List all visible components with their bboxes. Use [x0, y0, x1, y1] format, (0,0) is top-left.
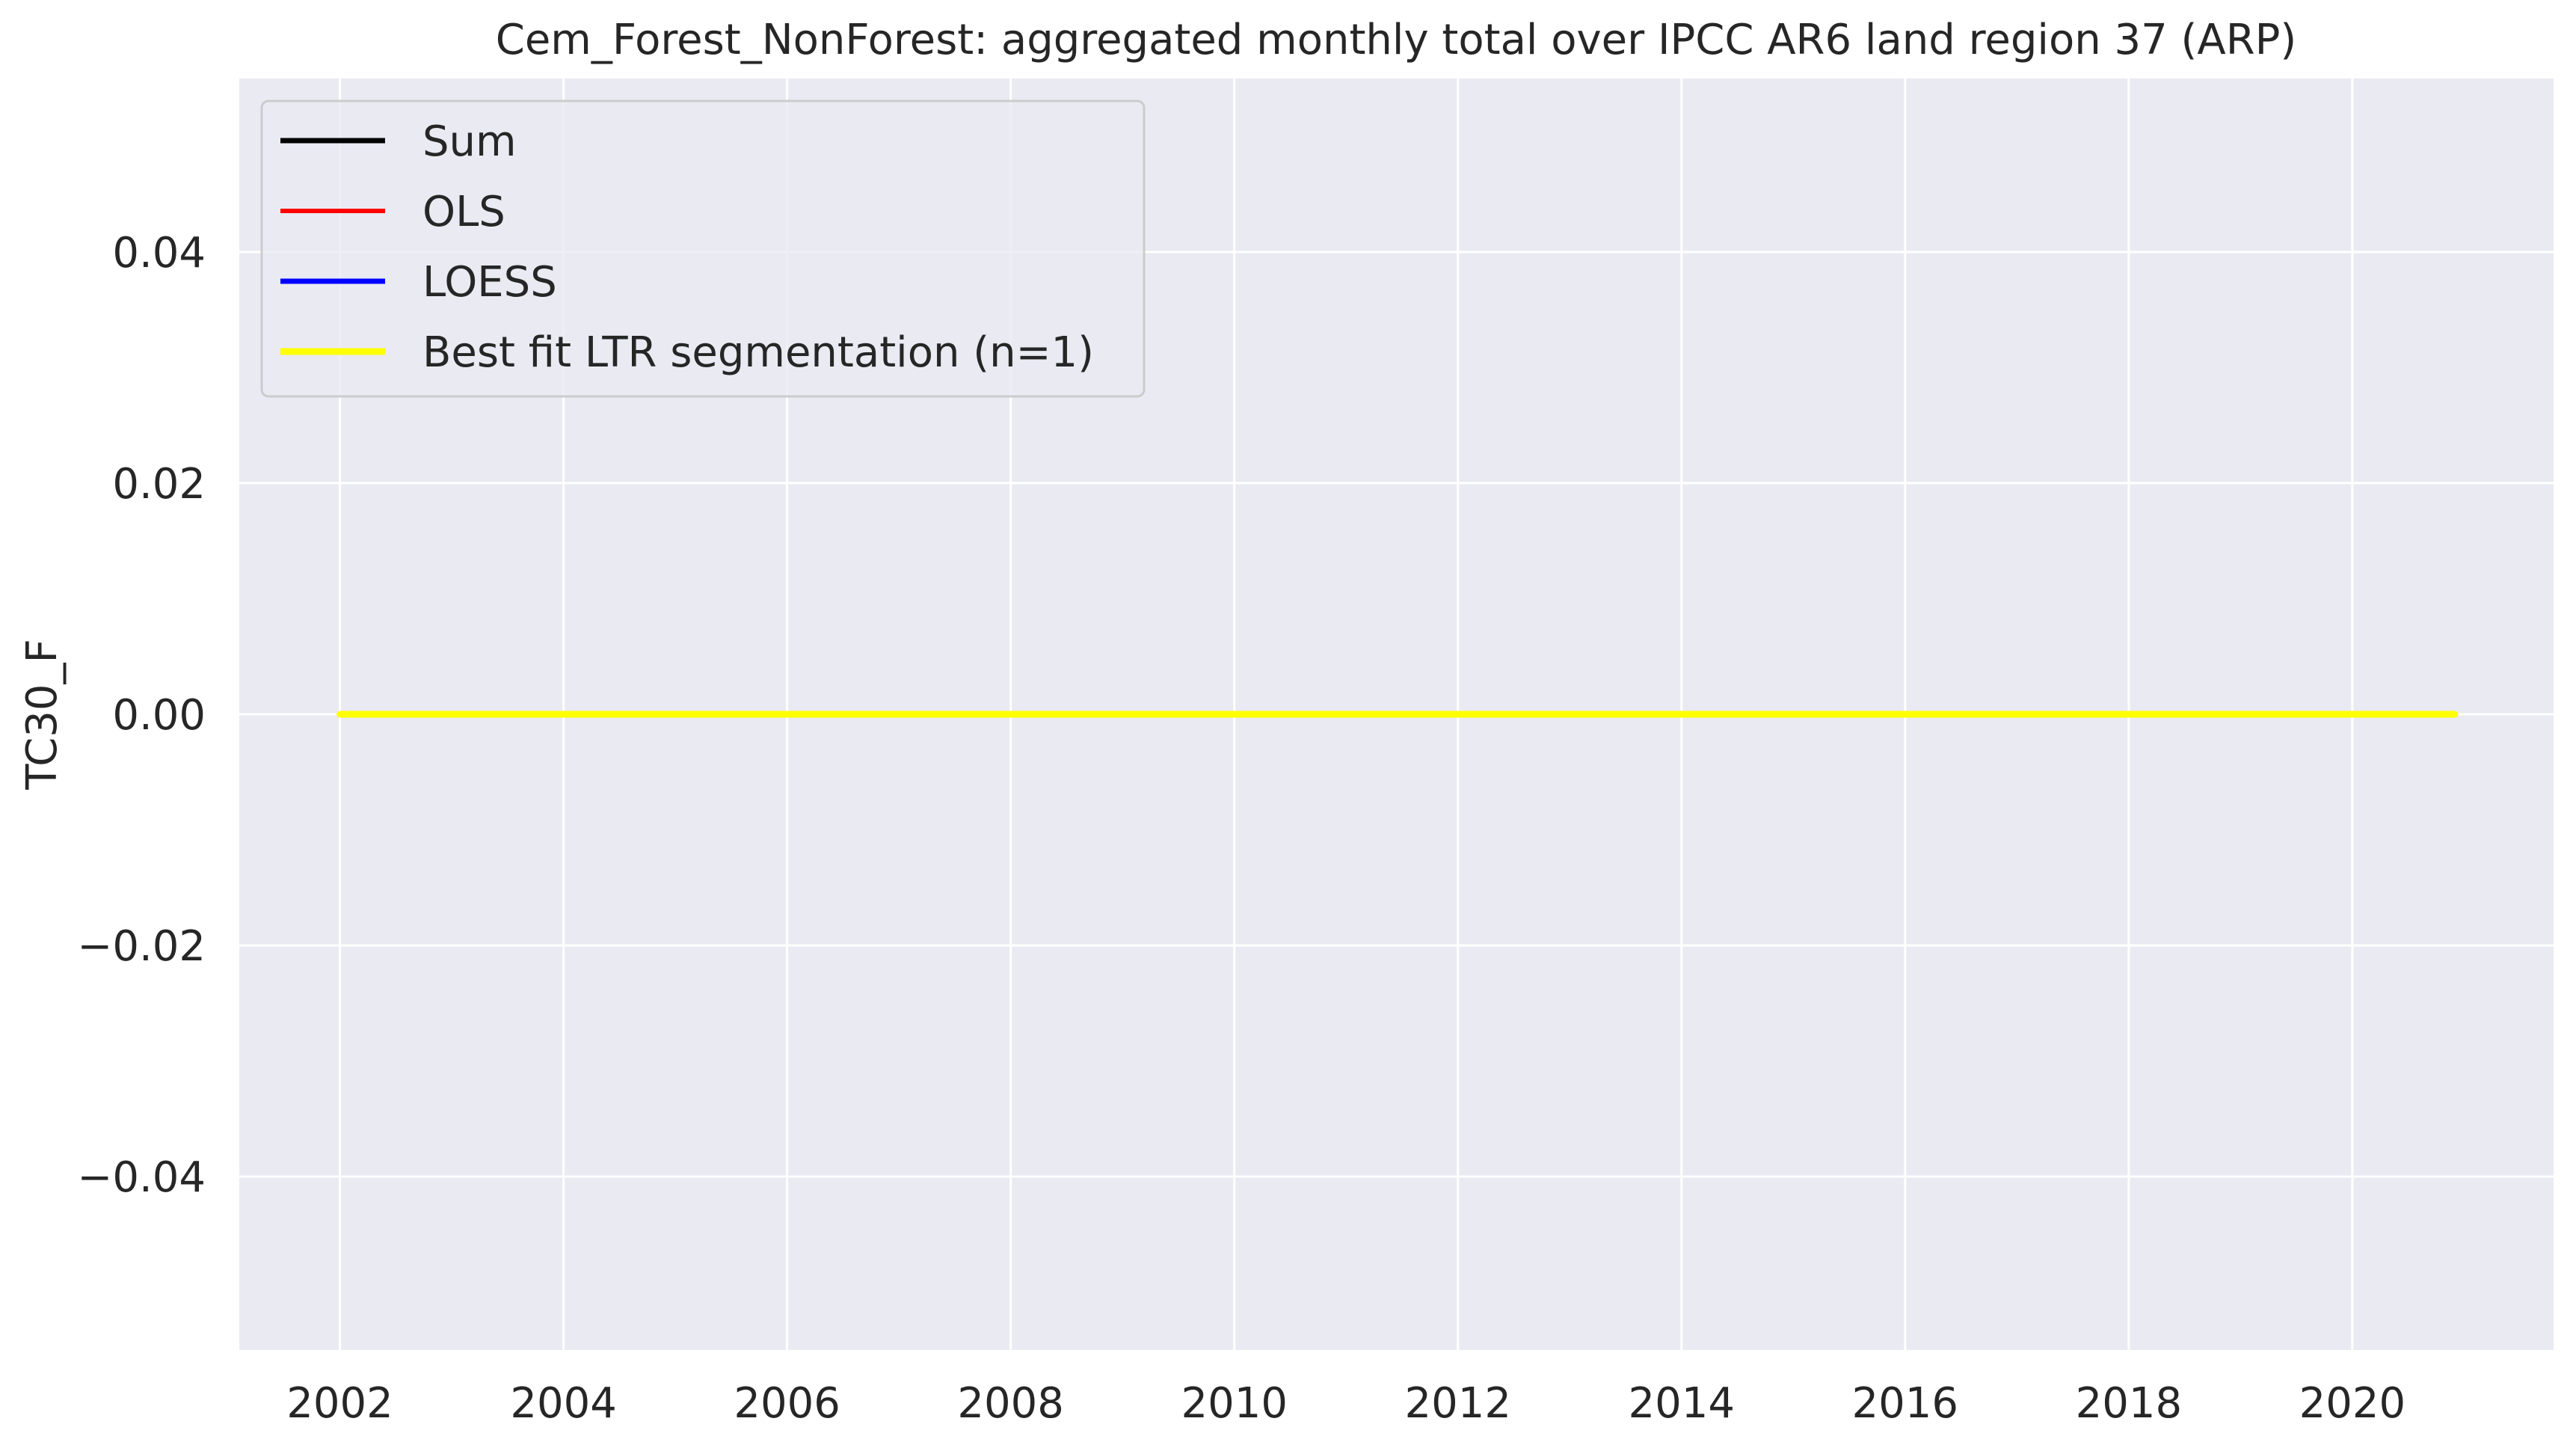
x-tick-label: 2010	[1181, 1379, 1288, 1428]
y-tick-label: 0.00	[112, 691, 206, 740]
x-tick-label: 2002	[286, 1379, 393, 1428]
x-tick-label: 2014	[1629, 1379, 1736, 1428]
x-tick-label: 2004	[510, 1379, 617, 1428]
x-tick-label: 2016	[1852, 1379, 1959, 1428]
legend-label: OLS	[422, 188, 505, 236]
legend-frame	[260, 99, 1146, 398]
x-tick-label: 2012	[1404, 1379, 1511, 1428]
x-tick-label: 2018	[2076, 1379, 2183, 1428]
x-tick-label: 2008	[957, 1379, 1064, 1428]
chart-title: Cem_Forest_NonForest: aggregated monthly…	[496, 16, 2297, 64]
x-tick-label: 2006	[734, 1379, 840, 1428]
legend-label: LOESS	[422, 258, 557, 307]
y-tick-label: 0.04	[112, 229, 206, 277]
y-tick-labels: −0.04 −0.02 0.00 0.02 0.04	[77, 229, 206, 1202]
y-axis-label: TC30_F	[18, 639, 67, 791]
legend-label: Best fit LTR segmentation (n=1)	[422, 328, 1094, 377]
legend: Sum OLS LOESS Best fit LTR segmentation (n=…	[260, 99, 1146, 398]
x-tick-label: 2020	[2299, 1379, 2406, 1428]
x-tick-labels: 2002 2004 2006 2008 2010 2012 2014 2016 2018 2020	[286, 1379, 2406, 1428]
y-tick-label: 0.02	[112, 460, 206, 509]
y-tick-label: −0.04	[77, 1153, 206, 1202]
legend-label: Sum	[422, 117, 517, 166]
y-tick-label: −0.02	[77, 922, 206, 971]
